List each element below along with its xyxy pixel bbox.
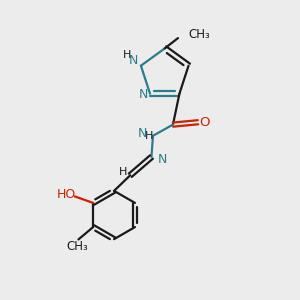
Text: H: H xyxy=(123,50,131,59)
Text: H: H xyxy=(145,131,154,141)
Text: HO: HO xyxy=(57,188,76,202)
Text: N: N xyxy=(139,88,148,101)
Text: O: O xyxy=(199,116,210,129)
Text: H: H xyxy=(119,167,127,177)
Text: N: N xyxy=(129,54,138,67)
Text: CH₃: CH₃ xyxy=(66,240,88,253)
Text: CH₃: CH₃ xyxy=(188,28,210,41)
Text: N: N xyxy=(138,127,147,140)
Text: N: N xyxy=(158,153,167,166)
